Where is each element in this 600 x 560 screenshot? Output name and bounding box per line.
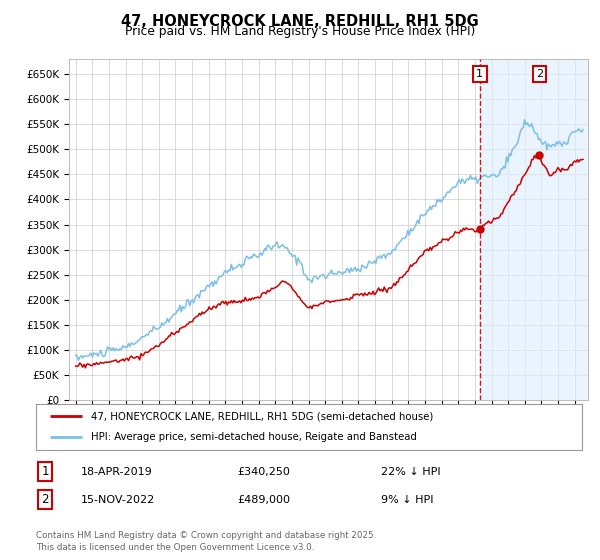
Text: Price paid vs. HM Land Registry's House Price Index (HPI): Price paid vs. HM Land Registry's House … [125, 25, 475, 38]
Text: £340,250: £340,250 [237, 466, 290, 477]
Text: 15-NOV-2022: 15-NOV-2022 [81, 494, 155, 505]
Text: £489,000: £489,000 [237, 494, 290, 505]
Text: 9% ↓ HPI: 9% ↓ HPI [381, 494, 433, 505]
Text: 22% ↓ HPI: 22% ↓ HPI [381, 466, 440, 477]
Text: HPI: Average price, semi-detached house, Reigate and Banstead: HPI: Average price, semi-detached house,… [91, 432, 416, 442]
Text: Contains HM Land Registry data © Crown copyright and database right 2025.
This d: Contains HM Land Registry data © Crown c… [36, 531, 376, 552]
Text: 2: 2 [536, 69, 543, 79]
Text: 2: 2 [41, 493, 49, 506]
Text: 18-APR-2019: 18-APR-2019 [81, 466, 153, 477]
Text: 47, HONEYCROCK LANE, REDHILL, RH1 5DG: 47, HONEYCROCK LANE, REDHILL, RH1 5DG [121, 14, 479, 29]
Text: 1: 1 [41, 465, 49, 478]
Text: 1: 1 [476, 69, 483, 79]
Text: 47, HONEYCROCK LANE, REDHILL, RH1 5DG (semi-detached house): 47, HONEYCROCK LANE, REDHILL, RH1 5DG (s… [91, 411, 433, 421]
Bar [480, 59, 592, 400]
